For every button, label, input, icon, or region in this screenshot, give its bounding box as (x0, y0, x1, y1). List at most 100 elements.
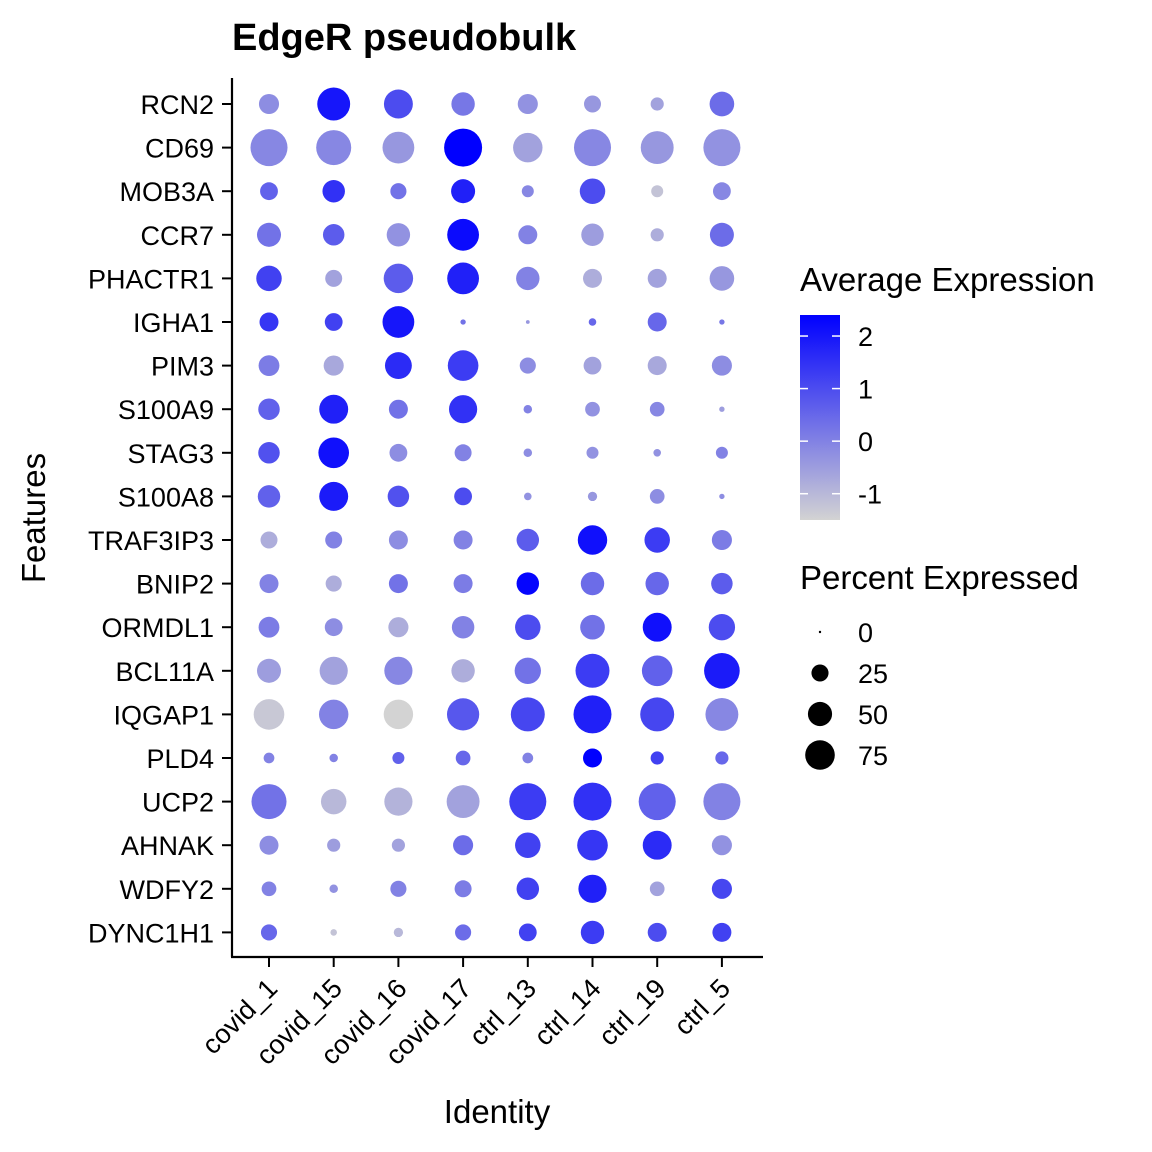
dot-point (260, 182, 278, 201)
dot-point (388, 530, 408, 550)
legend-percent-label: 25 (858, 659, 888, 689)
dot-point (510, 697, 545, 732)
dot-point (711, 878, 732, 899)
dot-point (583, 268, 602, 288)
dot-point (517, 93, 538, 115)
dot-point (573, 782, 612, 821)
dot-point (715, 751, 729, 765)
y-tick-label: CD69 (145, 134, 214, 164)
dot-point (645, 571, 669, 596)
dot-point (390, 183, 407, 200)
dot-point (579, 178, 606, 204)
dot-point (454, 444, 472, 462)
dot-point (323, 355, 344, 376)
y-axis-ticks: RCN2 CD69 MOB3A CCR7 PHACTR1 IGHA1 PIM3 S100A9 S… (88, 90, 232, 948)
y-tick-label: S100A9 (118, 395, 214, 425)
dot-point (525, 320, 530, 324)
dot-point (453, 574, 473, 594)
dot-point (250, 129, 288, 167)
dot-point (712, 922, 732, 942)
legend-percent-label: 50 (858, 700, 888, 730)
dot-point (518, 923, 537, 942)
dot-point (719, 406, 725, 412)
dot-point (455, 750, 471, 766)
x-tick-label: ctrl_14 (528, 973, 607, 1052)
dot-point (324, 313, 343, 331)
dot-point (521, 185, 534, 198)
dot-point (640, 697, 675, 732)
y-tick-label: PLD4 (146, 744, 214, 774)
dot-point (649, 401, 665, 417)
dot-point (388, 574, 408, 594)
dot-point (256, 658, 282, 683)
dot-point (451, 179, 476, 204)
legend-expression-title: Average Expression (800, 261, 1095, 298)
dot-point (642, 612, 672, 642)
dot-point (316, 130, 352, 166)
dot-point (389, 443, 408, 462)
dot-point (447, 218, 479, 251)
y-tick-label: MOB3A (119, 177, 214, 207)
x-axis-ticks: covid_1covid_15covid_16covid_17ctrl_13ct… (196, 957, 736, 1071)
y-tick-label: IGHA1 (133, 308, 214, 338)
dot-point (320, 788, 347, 815)
legend-average-expression: Average Expression 2 1 0 -1 (800, 261, 1095, 520)
y-tick-label: UCP2 (142, 788, 214, 818)
dot-point (709, 222, 734, 247)
y-tick-label: IQGAP1 (113, 700, 214, 730)
dot-point (711, 572, 733, 595)
y-tick-label: CCR7 (140, 221, 214, 251)
dot-point (391, 838, 405, 852)
y-tick-label: PIM3 (151, 352, 214, 382)
legend-expression-tick-label: -1 (858, 480, 882, 510)
dot-point (516, 572, 540, 595)
dot-point (585, 401, 600, 417)
dot-point (319, 656, 348, 685)
dot-point (523, 448, 533, 458)
dot-point (711, 835, 732, 856)
dot-point (709, 91, 735, 117)
dot-point (325, 531, 343, 549)
dot-point (388, 617, 409, 638)
dot-point (719, 493, 725, 500)
plot-area: RCN2 CD69 MOB3A CCR7 PHACTR1 IGHA1 PIM3 S100A9 S… (88, 78, 763, 1071)
dot-point (446, 785, 480, 819)
dot-point (705, 697, 739, 731)
dot-point (258, 442, 280, 464)
dot-point (387, 485, 410, 508)
dot-point (647, 312, 667, 332)
dot-point (649, 489, 665, 504)
dot-point (384, 352, 412, 380)
dot-point (712, 182, 731, 201)
dot-point (256, 222, 282, 247)
dot-point (460, 319, 466, 325)
dot-point (584, 95, 601, 113)
x-tick-label: ctrl_13 (464, 973, 543, 1052)
dot-point (384, 656, 413, 685)
dot-point (388, 399, 408, 419)
dot-point (719, 319, 725, 325)
dot-point (327, 838, 341, 852)
dot-point (259, 312, 279, 332)
dot-point (577, 525, 608, 555)
dot-point (325, 575, 342, 592)
x-tick-label: ctrl_5 (668, 973, 736, 1041)
dot-point (581, 223, 604, 247)
dot-point (319, 481, 349, 511)
dot-point (260, 924, 278, 941)
dot-point (515, 614, 541, 640)
y-tick-label: STAG3 (127, 439, 214, 469)
dot-point (524, 492, 532, 501)
dot-point (451, 92, 475, 116)
dot-point (256, 265, 282, 292)
dot-point (258, 355, 280, 377)
dot-point (384, 787, 413, 816)
dot-point (578, 874, 607, 903)
legend-size-dot (805, 740, 835, 770)
y-tick-label: RCN2 (140, 90, 214, 120)
dot-point (446, 698, 480, 731)
dot-point (703, 129, 741, 167)
dot-point (586, 446, 599, 459)
legend-percent-expressed: Percent Expressed 0 25 50 75 (800, 559, 1079, 771)
legend-expression-tick-label: 0 (858, 427, 873, 457)
